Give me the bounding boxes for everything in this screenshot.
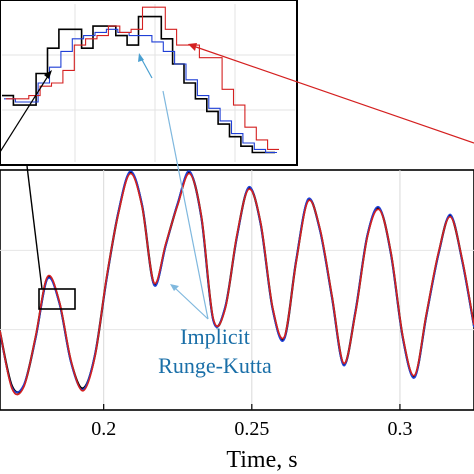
inset-blue-arrow-head (138, 53, 144, 62)
red-pointer-arrow-head (188, 43, 197, 51)
series-group (0, 170, 474, 396)
annotation-arrow-line-1 (162, 90, 209, 320)
inset-plot (0, 0, 298, 166)
inset-black-arrow-line (0, 75, 49, 153)
grid-lines (0, 170, 474, 410)
inset-grid-lines (2, 4, 295, 162)
inset-series-group (2, 6, 279, 154)
inset-black-arrow-head (44, 70, 52, 79)
main-plot-frame (0, 169, 474, 411)
inset-step-line (6, 6, 279, 150)
inset-step-line (4, 28, 277, 154)
annotation-arrow-head (170, 284, 179, 291)
red-pointer-line (195, 46, 474, 144)
annotation-arrow-line-2 (174, 287, 209, 320)
annotation-line-1: Implicit (180, 324, 250, 349)
zoom-connector-line (26, 165, 43, 290)
main-plot-area: 0.2 0.25 0.3 (0, 169, 474, 440)
x-axis-label: Time, s (226, 447, 297, 473)
x-tick-label: 0.2 (91, 418, 116, 440)
annotation-line-2: Runge-Kutta (158, 353, 272, 378)
series-line (0, 172, 474, 396)
x-tick-label: 0.25 (234, 418, 269, 440)
inset-blue-arrow-line (140, 57, 153, 79)
inset-step-line (2, 15, 275, 154)
x-axis-ticks: 0.2 0.25 0.3 (91, 404, 412, 440)
x-tick-label: 0.3 (387, 418, 412, 440)
zoom-highlight-box (38, 288, 76, 310)
